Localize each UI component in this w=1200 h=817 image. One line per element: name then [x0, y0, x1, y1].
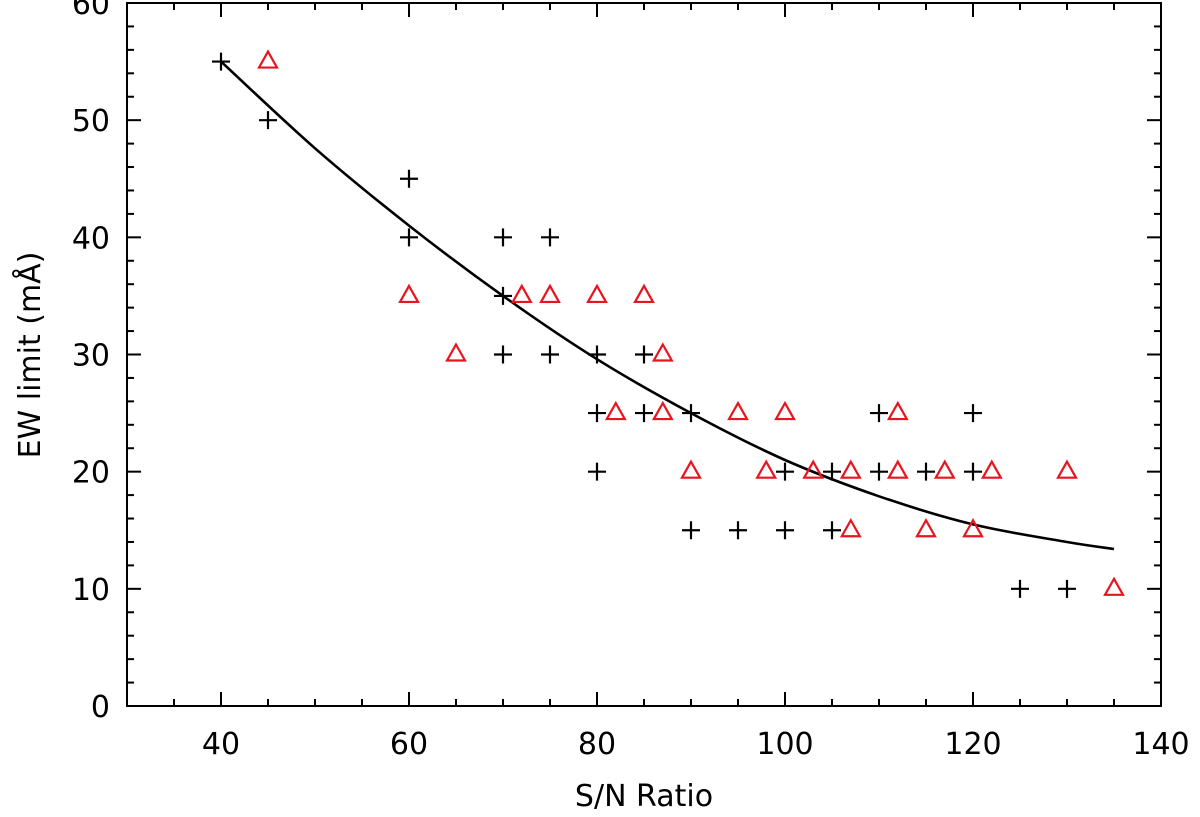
plus-marker	[1011, 579, 1029, 598]
triangle-marker	[633, 283, 655, 304]
triangle-marker	[651, 342, 674, 362]
triangle-marker	[510, 283, 533, 304]
triangle-marker	[1056, 459, 1078, 479]
axes-layer: 40 60 80 100 120 140 0 10 20 30 40 50 60	[72, 0, 1190, 762]
plus-marker	[400, 228, 418, 247]
triangle-marker	[802, 459, 825, 479]
plus-marker	[823, 521, 841, 540]
y-axis-title: EW limit (mÅ)	[12, 252, 48, 459]
triangle-marker	[933, 459, 956, 479]
plus-marker	[400, 169, 418, 188]
x-tick-label: 60	[390, 727, 428, 762]
plus-marker	[588, 462, 606, 481]
plus-marker	[776, 521, 794, 540]
triangle-marker	[257, 49, 279, 69]
triangle-marker	[839, 459, 862, 479]
y-tick-label: 60	[72, 0, 110, 22]
triangle-marker	[539, 283, 561, 304]
plus-marker	[870, 462, 888, 481]
x-axis-title: S/N Ratio	[575, 779, 713, 814]
triangle-marker	[915, 518, 937, 538]
x-tick-label: 120	[944, 727, 1001, 762]
plus-marker	[964, 462, 982, 481]
triangle-marker	[586, 283, 608, 304]
plus-marker	[729, 521, 747, 540]
plus-marker	[588, 345, 606, 364]
plus-marker	[588, 404, 606, 423]
plus-marker	[635, 345, 653, 364]
plus-marker	[870, 404, 888, 423]
y-tick-label: 20	[72, 456, 110, 491]
plus-marker	[964, 404, 982, 423]
triangle-marker	[774, 400, 796, 421]
x-tick-label: 40	[202, 727, 240, 762]
plus-marker	[541, 345, 559, 364]
triangle-marker	[839, 518, 862, 538]
triangle-marker	[445, 342, 467, 362]
plus-marker	[635, 404, 653, 423]
triangle-marker	[980, 459, 1003, 479]
y-tick-label: 10	[72, 573, 110, 608]
plus-marker	[1058, 579, 1076, 598]
marks-layer	[212, 49, 1125, 598]
plus-marker	[917, 462, 935, 481]
plus-marker	[494, 345, 512, 364]
y-tick-label: 0	[91, 690, 110, 725]
triangle-marker	[651, 400, 674, 421]
plus-marker	[776, 462, 794, 481]
triangle-marker	[727, 400, 749, 421]
x-tick-label: 140	[1132, 727, 1189, 762]
x-tick-label: 100	[756, 727, 813, 762]
plus-marker	[494, 228, 512, 247]
plus-marker	[682, 521, 700, 540]
fit-curve	[220, 60, 1115, 551]
plus-marker	[212, 52, 230, 71]
x-tick-label: 80	[578, 727, 616, 762]
y-tick-label: 40	[72, 221, 110, 256]
y-tick-label: 50	[72, 104, 110, 139]
triangle-marker	[755, 459, 778, 479]
triangle-marker	[962, 518, 984, 538]
plus-marker	[494, 286, 512, 305]
plus-marker	[823, 462, 841, 481]
plus-marker	[541, 228, 559, 247]
plus-marker	[259, 111, 277, 130]
plus-marker	[682, 404, 700, 423]
triangle-marker	[886, 400, 909, 421]
triangle-marker	[680, 459, 702, 479]
triangle-marker	[1103, 576, 1125, 596]
triangle-marker	[604, 400, 627, 421]
triangle-marker	[398, 283, 420, 304]
y-tick-label: 30	[72, 339, 110, 374]
triangle-marker	[886, 459, 909, 479]
